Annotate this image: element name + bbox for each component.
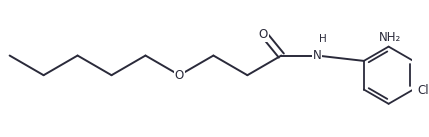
Text: Cl: Cl [418, 84, 429, 97]
Text: N: N [313, 49, 321, 62]
Text: H: H [319, 34, 326, 44]
Text: O: O [259, 28, 268, 41]
Text: O: O [175, 69, 184, 82]
Text: NH₂: NH₂ [379, 31, 402, 44]
